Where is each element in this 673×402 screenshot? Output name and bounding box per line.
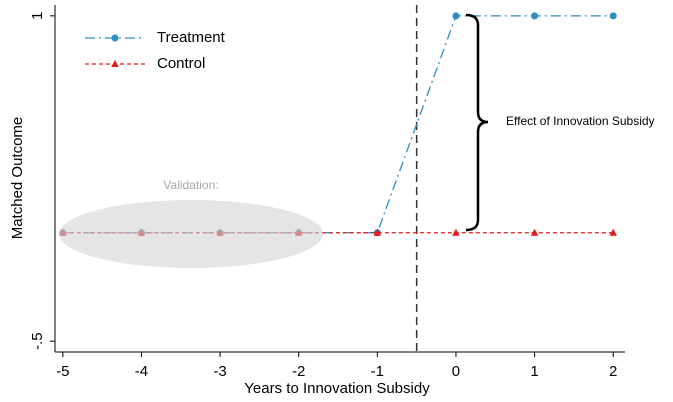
x-tick-label: -4 [135, 363, 148, 380]
x-tick-label: -3 [213, 363, 226, 380]
annotations: Validation: Effect of Innovation Subsidy [59, 13, 655, 268]
legend-label: Treatment [157, 29, 226, 46]
data-point [609, 228, 618, 236]
y-axis-label: Matched Outcome [9, 117, 26, 240]
validation-ellipse [59, 200, 323, 268]
validation-label: Validation: [163, 178, 218, 192]
data-point [452, 228, 460, 236]
data-point [373, 228, 382, 236]
data-point [452, 12, 460, 20]
x-tick-label: -5 [56, 363, 69, 380]
x-axis-label: Years to Innovation Subsidy [244, 380, 430, 397]
y-tick-label: 1 [29, 12, 46, 20]
data-point [609, 12, 617, 20]
x-tick-label: 2 [609, 363, 617, 380]
effect-label: Effect of Innovation Subsidy [506, 114, 655, 128]
legend-marker [111, 34, 119, 42]
legend-label: Control [157, 55, 205, 72]
data-point [530, 228, 539, 236]
plot-area: -5 -4 -3 -2 -1 0 1 2 -.5 1 Treatment Control [29, 5, 617, 380]
effect-brace [465, 13, 489, 232]
y-tick-label: -.5 [29, 332, 46, 350]
x-tick-label: 1 [530, 363, 538, 380]
x-tick-label: -1 [371, 363, 384, 380]
legend-marker [111, 60, 119, 67]
data-point [531, 12, 539, 20]
x-tick-label: 0 [452, 363, 460, 380]
x-tick-label: -2 [292, 363, 305, 380]
